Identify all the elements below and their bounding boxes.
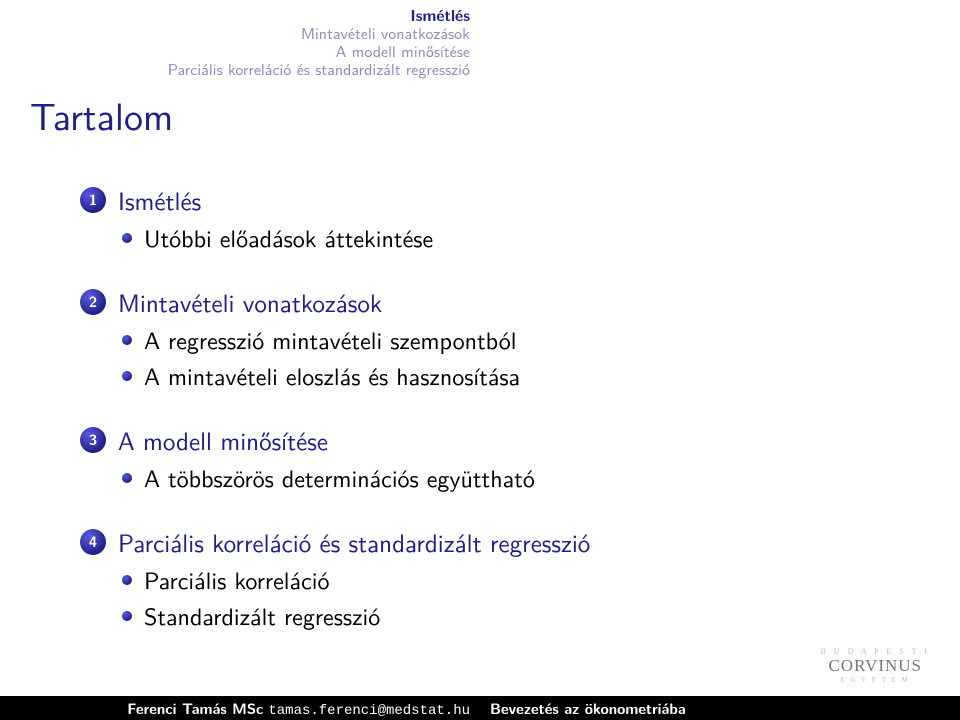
outline-item-label: Utóbbi előadások áttekintése <box>144 220 433 256</box>
outline-body: 1 Ismétlés Utóbbi előadások áttekintése … <box>0 142 960 720</box>
header-line-2: Mintavételi vonatkozások <box>0 24 960 42</box>
section-number-1: 1 <box>80 187 106 213</box>
outline-item-label: A mintavételi eloszlás és hasznosítása <box>144 358 520 394</box>
logo-main: CORVINUS <box>820 656 930 676</box>
slide-title: Tartalom <box>0 82 960 142</box>
outline-section-2: 2 Mintavételi vonatkozások A regresszió … <box>80 284 926 394</box>
section-title-3: A modell minősítése <box>118 422 328 458</box>
university-logo: B U D A P E S T I CORVINUS E G Y E T E M <box>820 647 930 684</box>
bullet-icon <box>122 233 132 243</box>
footer-email: tamas.ferenci@medstat.hu <box>268 703 470 719</box>
bullet-icon <box>122 575 132 585</box>
outline-item: Utóbbi előadások áttekintése <box>122 220 926 256</box>
outline-item-label: A regresszió mintavételi szempontból <box>144 322 517 358</box>
outline-item: Standardizált regresszió <box>122 598 926 634</box>
outline-item: Parciális korreláció <box>122 562 926 598</box>
section-number-3: 3 <box>80 427 106 453</box>
footer-right: Bevezetés az ökonometriába <box>480 698 960 719</box>
header-line-1: Ismétlés <box>0 6 960 24</box>
section-number-2: 2 <box>80 289 106 315</box>
section-title-1: Ismétlés <box>118 182 201 218</box>
header-line-4: Parciális korreláció és standardizált re… <box>0 60 960 78</box>
outline-item-label: Standardizált regresszió <box>144 598 380 634</box>
logo-sup: B U D A P E S T I <box>820 647 930 656</box>
outline-section-4: 4 Parciális korreláció és standardizált … <box>80 524 926 634</box>
footer-bar: Ferenci Tamás MSc tamas.ferenci@medstat.… <box>0 696 960 720</box>
bullet-icon <box>122 371 132 381</box>
footer-left: Ferenci Tamás MSc tamas.ferenci@medstat.… <box>0 697 480 719</box>
outline-item-label: A többszörös determinációs együttható <box>144 460 535 496</box>
outline-item: A többszörös determinációs együttható <box>122 460 926 496</box>
outline-section-3: 3 A modell minősítése A többszörös deter… <box>80 422 926 496</box>
bullet-icon <box>122 473 132 483</box>
outline-section-1: 1 Ismétlés Utóbbi előadások áttekintése <box>80 182 926 256</box>
bullet-icon <box>122 611 132 621</box>
outline-item: A regresszió mintavételi szempontból <box>122 322 926 358</box>
bullet-icon <box>122 335 132 345</box>
logo-sub: E G Y E T E M <box>820 676 930 684</box>
outline-item: A mintavételi eloszlás és hasznosítása <box>122 358 926 394</box>
header-sections: Ismétlés Mintavételi vonatkozások A mode… <box>0 0 960 82</box>
section-title-4: Parciális korreláció és standardizált re… <box>118 524 590 560</box>
header-line-3: A modell minősítése <box>0 42 960 60</box>
section-title-2: Mintavételi vonatkozások <box>118 284 382 320</box>
outline-item-label: Parciális korreláció <box>144 562 329 598</box>
footer-author: Ferenci Tamás MSc <box>127 698 263 719</box>
section-number-4: 4 <box>80 529 106 555</box>
